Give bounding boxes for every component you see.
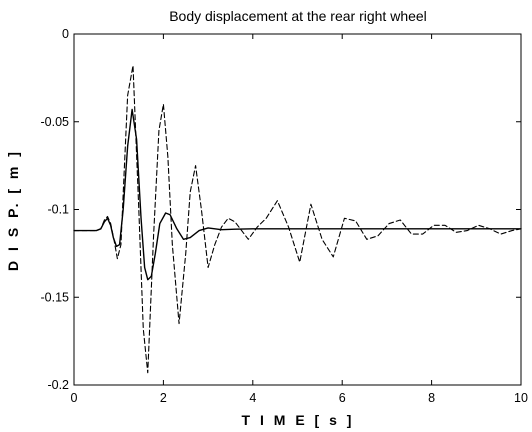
y-tick-label: 0 xyxy=(62,27,69,41)
y-axis-label: D I S P. [ m ] xyxy=(5,149,21,271)
x-tick-label: 2 xyxy=(160,391,167,405)
series-line-dashed xyxy=(73,65,522,374)
x-axis-label: T I M E [ s ] xyxy=(242,412,355,428)
x-tick-label: 8 xyxy=(428,391,435,405)
y-tick-label: -0.2 xyxy=(47,378,69,392)
x-tick-label: 0 xyxy=(71,391,78,405)
y-tick-label: -0.05 xyxy=(41,115,70,129)
plot-frame xyxy=(73,33,522,386)
x-tick-label: 6 xyxy=(339,391,346,405)
y-tick-label: -0.1 xyxy=(47,203,69,217)
series-lines xyxy=(73,65,522,374)
axis-tick-labels: 0 2 4 6 8 10 0 -0.05 -0.1 -0.15 -0.2 xyxy=(41,27,528,405)
x-tick-label: 10 xyxy=(514,391,528,405)
x-tick-label: 4 xyxy=(249,391,256,405)
y-tick-label: -0.15 xyxy=(41,290,70,304)
chart-title: Body displacement at the rear right whee… xyxy=(169,8,427,24)
